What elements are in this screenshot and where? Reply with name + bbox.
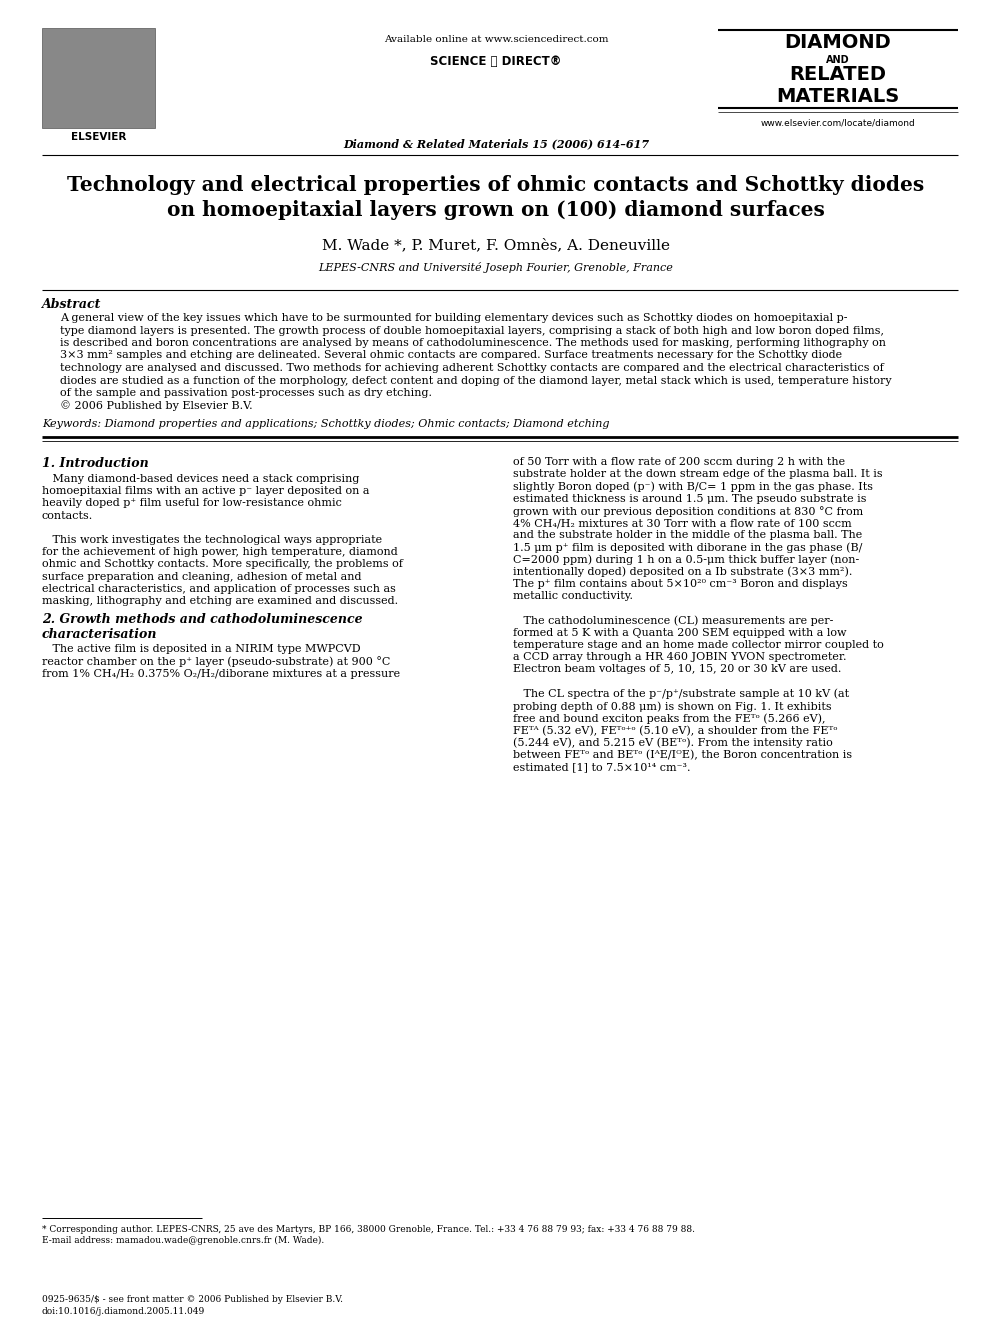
Text: The p⁺ film contains about 5×10²⁰ cm⁻³ Boron and displays: The p⁺ film contains about 5×10²⁰ cm⁻³ B… bbox=[513, 579, 848, 589]
Text: The CL spectra of the p⁻/p⁺/substrate sample at 10 kV (at: The CL spectra of the p⁻/p⁺/substrate sa… bbox=[513, 689, 849, 700]
Text: © 2006 Published by Elsevier B.V.: © 2006 Published by Elsevier B.V. bbox=[60, 401, 253, 411]
Text: grown with our previous deposition conditions at 830 °C from: grown with our previous deposition condi… bbox=[513, 505, 863, 517]
Text: for the achievement of high power, high temperature, diamond: for the achievement of high power, high … bbox=[42, 548, 398, 557]
Text: contacts.: contacts. bbox=[42, 511, 93, 520]
Text: www.elsevier.com/locate/diamond: www.elsevier.com/locate/diamond bbox=[761, 118, 916, 127]
Text: Available online at www.sciencedirect.com: Available online at www.sciencedirect.co… bbox=[384, 34, 608, 44]
Text: of 50 Torr with a flow rate of 200 sccm during 2 h with the: of 50 Torr with a flow rate of 200 sccm … bbox=[513, 456, 845, 467]
Text: MATERIALS: MATERIALS bbox=[777, 87, 900, 106]
Text: 0925-9635/$ - see front matter © 2006 Published by Elsevier B.V.: 0925-9635/$ - see front matter © 2006 Pu… bbox=[42, 1295, 343, 1304]
Text: technology are analysed and discussed. Two methods for achieving adherent Schott: technology are analysed and discussed. T… bbox=[60, 363, 884, 373]
Text: substrate holder at the down stream edge of the plasma ball. It is: substrate holder at the down stream edge… bbox=[513, 470, 883, 479]
Text: M. Wade *, P. Muret, F. Omnès, A. Deneuville: M. Wade *, P. Muret, F. Omnès, A. Deneuv… bbox=[322, 238, 670, 251]
Text: 1. Introduction: 1. Introduction bbox=[42, 456, 149, 470]
Text: temperature stage and an home made collector mirror coupled to: temperature stage and an home made colle… bbox=[513, 640, 884, 650]
Text: Many diamond-based devices need a stack comprising: Many diamond-based devices need a stack … bbox=[42, 474, 359, 484]
Text: E-mail address: mamadou.wade@grenoble.cnrs.fr (M. Wade).: E-mail address: mamadou.wade@grenoble.cn… bbox=[42, 1236, 324, 1245]
Text: The active film is deposited in a NIRIM type MWPCVD: The active film is deposited in a NIRIM … bbox=[42, 644, 361, 654]
Text: (5.244 eV), and 5.215 eV (BEᵀᵒ). From the intensity ratio: (5.244 eV), and 5.215 eV (BEᵀᵒ). From th… bbox=[513, 738, 832, 749]
Text: slightly Boron doped (p⁻) with B/C= 1 ppm in the gas phase. Its: slightly Boron doped (p⁻) with B/C= 1 pp… bbox=[513, 482, 873, 492]
Text: free and bound exciton peaks from the FEᵀᵒ (5.266 eV),: free and bound exciton peaks from the FE… bbox=[513, 713, 825, 724]
Text: reactor chamber on the p⁺ layer (pseudo-substrate) at 900 °C: reactor chamber on the p⁺ layer (pseudo-… bbox=[42, 656, 391, 667]
Text: metallic conductivity.: metallic conductivity. bbox=[513, 591, 633, 601]
Text: Diamond & Related Materials 15 (2006) 614–617: Diamond & Related Materials 15 (2006) 61… bbox=[343, 138, 649, 149]
Text: FEᵀᴬ (5.32 eV), FEᵀᵒ⁺ᵒ (5.10 eV), a shoulder from the FEᵀᵒ: FEᵀᴬ (5.32 eV), FEᵀᵒ⁺ᵒ (5.10 eV), a shou… bbox=[513, 725, 837, 736]
Text: heavily doped p⁺ film useful for low-resistance ohmic: heavily doped p⁺ film useful for low-res… bbox=[42, 499, 342, 508]
Text: is described and boron concentrations are analysed by means of cathodoluminescen: is described and boron concentrations ar… bbox=[60, 337, 886, 348]
Text: DIAMOND: DIAMOND bbox=[785, 33, 892, 52]
Text: 1.5 μm p⁺ film is deposited with diborane in the gas phase (B/: 1.5 μm p⁺ film is deposited with diboran… bbox=[513, 542, 862, 553]
Text: ohmic and Schottky contacts. More specifically, the problems of: ohmic and Schottky contacts. More specif… bbox=[42, 560, 403, 569]
Text: SCIENCE ⓓ DIRECT®: SCIENCE ⓓ DIRECT® bbox=[431, 56, 561, 67]
Text: AND: AND bbox=[826, 56, 850, 65]
Text: formed at 5 K with a Quanta 200 SEM equipped with a low: formed at 5 K with a Quanta 200 SEM equi… bbox=[513, 628, 846, 638]
Text: Electron beam voltages of 5, 10, 15, 20 or 30 kV are used.: Electron beam voltages of 5, 10, 15, 20 … bbox=[513, 664, 841, 675]
Text: estimated thickness is around 1.5 μm. The pseudo substrate is: estimated thickness is around 1.5 μm. Th… bbox=[513, 493, 866, 504]
FancyBboxPatch shape bbox=[42, 28, 155, 128]
Text: 3×3 mm² samples and etching are delineated. Several ohmic contacts are compared.: 3×3 mm² samples and etching are delineat… bbox=[60, 351, 842, 360]
Text: between FEᵀᵒ and BEᵀᵒ (IᴬE/IᴼE), the Boron concentration is: between FEᵀᵒ and BEᵀᵒ (IᴬE/IᴼE), the Bor… bbox=[513, 750, 852, 761]
Text: doi:10.1016/j.diamond.2005.11.049: doi:10.1016/j.diamond.2005.11.049 bbox=[42, 1307, 205, 1316]
Text: A general view of the key issues which have to be surmounted for building elemen: A general view of the key issues which h… bbox=[60, 314, 847, 323]
Text: 4% CH₄/H₂ mixtures at 30 Torr with a flow rate of 100 sccm: 4% CH₄/H₂ mixtures at 30 Torr with a flo… bbox=[513, 519, 852, 528]
Text: surface preparation and cleaning, adhesion of metal and: surface preparation and cleaning, adhesi… bbox=[42, 572, 361, 582]
Text: LEPES-CNRS and Université Joseph Fourier, Grenoble, France: LEPES-CNRS and Université Joseph Fourier… bbox=[318, 262, 674, 273]
Text: electrical characteristics, and application of processes such as: electrical characteristics, and applicat… bbox=[42, 583, 396, 594]
Text: of the sample and passivation post-processes such as dry etching.: of the sample and passivation post-proce… bbox=[60, 388, 432, 398]
Text: ELSEVIER: ELSEVIER bbox=[70, 132, 126, 142]
Text: RELATED: RELATED bbox=[790, 65, 887, 83]
Text: Abstract: Abstract bbox=[42, 298, 101, 311]
Text: on homoepitaxial layers grown on (100) diamond surfaces: on homoepitaxial layers grown on (100) d… bbox=[167, 200, 825, 220]
Text: diodes are studied as a function of the morphology, defect content and doping of: diodes are studied as a function of the … bbox=[60, 376, 892, 385]
Text: intentionally doped) deposited on a Ib substrate (3×3 mm²).: intentionally doped) deposited on a Ib s… bbox=[513, 566, 852, 577]
Text: * Corresponding author. LEPES-CNRS, 25 ave des Martyrs, BP 166, 38000 Grenoble, : * Corresponding author. LEPES-CNRS, 25 a… bbox=[42, 1225, 695, 1234]
Text: probing depth of 0.88 μm) is shown on Fig. 1. It exhibits: probing depth of 0.88 μm) is shown on Fi… bbox=[513, 701, 831, 712]
Text: homoepitaxial films with an active p⁻ layer deposited on a: homoepitaxial films with an active p⁻ la… bbox=[42, 486, 369, 496]
Text: and the substrate holder in the middle of the plasma ball. The: and the substrate holder in the middle o… bbox=[513, 531, 862, 540]
Text: type diamond layers is presented. The growth process of double homoepitaxial lay: type diamond layers is presented. The gr… bbox=[60, 325, 884, 336]
Text: masking, lithography and etching are examined and discussed.: masking, lithography and etching are exa… bbox=[42, 595, 398, 606]
Text: This work investigates the technological ways appropriate: This work investigates the technological… bbox=[42, 534, 382, 545]
Text: estimated [1] to 7.5×10¹⁴ cm⁻³.: estimated [1] to 7.5×10¹⁴ cm⁻³. bbox=[513, 762, 690, 773]
Text: a CCD array through a HR 460 JOBIN YVON spectrometer.: a CCD array through a HR 460 JOBIN YVON … bbox=[513, 652, 846, 663]
Text: 2. Growth methods and cathodoluminescence
characterisation: 2. Growth methods and cathodoluminescenc… bbox=[42, 613, 363, 642]
Text: C=2000 ppm) during 1 h on a 0.5-μm thick buffer layer (non-: C=2000 ppm) during 1 h on a 0.5-μm thick… bbox=[513, 554, 859, 565]
Text: from 1% CH₄/H₂ 0.375% O₂/H₂/diborane mixtures at a pressure: from 1% CH₄/H₂ 0.375% O₂/H₂/diborane mix… bbox=[42, 668, 400, 679]
Text: The cathodoluminescence (CL) measurements are per-: The cathodoluminescence (CL) measurement… bbox=[513, 615, 833, 626]
Text: Keywords: Diamond properties and applications; Schottky diodes; Ohmic contacts; : Keywords: Diamond properties and applica… bbox=[42, 419, 609, 429]
Text: Technology and electrical properties of ohmic contacts and Schottky diodes: Technology and electrical properties of … bbox=[67, 175, 925, 194]
